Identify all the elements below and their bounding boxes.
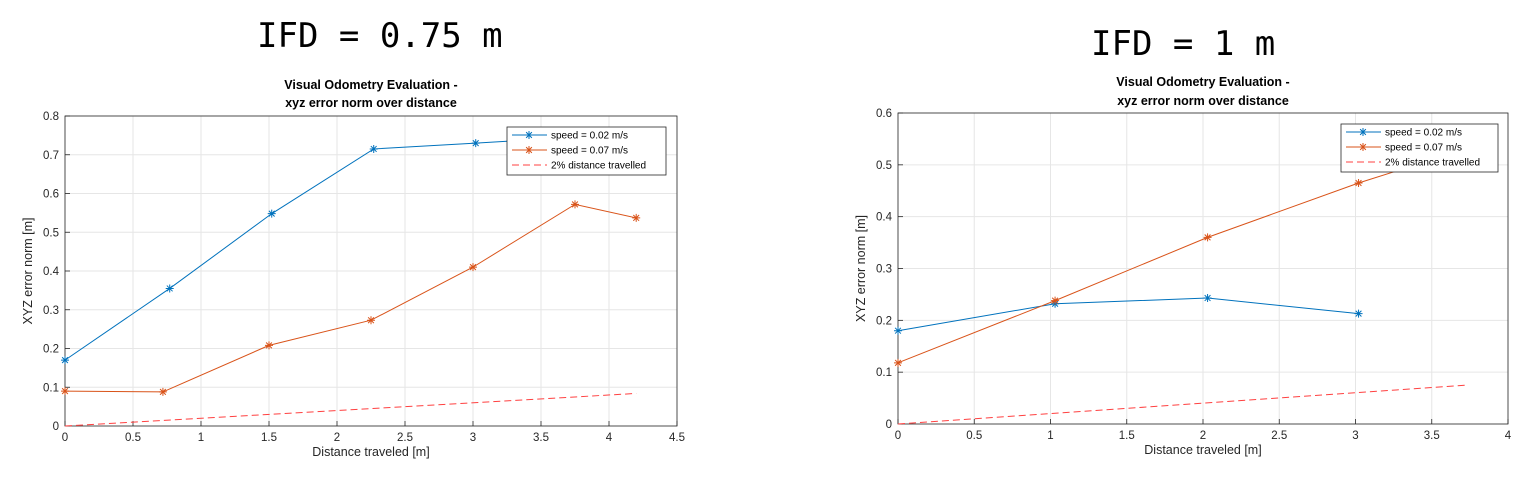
legend: speed = 0.02 m/s speed = 0.07 m/s 2% dista… (506, 126, 667, 176)
y-axis-label: XYZ error norm [m] (21, 218, 35, 325)
y-tick-label: 0.2 (876, 315, 892, 327)
y-tick-label: 0.6 (876, 108, 892, 120)
series-line (64, 392, 637, 427)
legend-marker (1359, 143, 1367, 151)
y-tick-label: 0 (886, 419, 892, 431)
y-tick-label: 0 (53, 421, 59, 433)
y-tick-label: 0.4 (876, 212, 893, 224)
x-tick-label: 4.5 (669, 432, 685, 444)
data-point (1354, 178, 1363, 187)
heading-left: IFD = 0.75 m (257, 16, 503, 56)
series-1 (894, 158, 1429, 367)
y-tick-label: 0.4 (43, 266, 60, 278)
y-tick-label: 0.8 (43, 111, 59, 123)
data-point (158, 387, 167, 396)
y-tick-label: 0.3 (876, 264, 892, 276)
y-tick-label: 0.1 (876, 367, 892, 379)
data-point (1051, 296, 1060, 305)
data-point (265, 341, 273, 350)
data-point (1354, 309, 1363, 318)
x-tick-label: 0.5 (966, 430, 982, 442)
x-tick-label: 1 (1047, 430, 1053, 442)
y-tick-label: 0.1 (43, 382, 59, 394)
legend-marker (525, 146, 533, 154)
y-tick-label: 0.5 (876, 160, 892, 172)
chart-right-svg: 0 0.5 1 1.5 2 2.5 3 3.5 4 0 0.1 0.2 0.3 0.4 0.5 0.6 Dist… (854, 75, 1512, 457)
series-1 (61, 200, 641, 396)
x-axis-label: Distance traveled [m] (312, 445, 429, 459)
x-axis-label: Distance traveled [m] (1144, 443, 1261, 457)
x-tick-label: 2.5 (397, 432, 413, 444)
data-point (632, 213, 641, 222)
chart-title-line: Visual Odometry Evaluation - (284, 78, 457, 92)
legend-marker (525, 131, 533, 139)
x-tick-label: 2.5 (1271, 430, 1287, 442)
y-tick-label: 0.3 (43, 305, 59, 317)
x-tick-label: 0.5 (125, 432, 141, 444)
chart-panel-left: IFD = 0.75 m 0 0.5 1 1.5 2 2.5 3 3.5 4 4.5 0 0.1 0.2… (21, 16, 685, 459)
data-point (61, 356, 69, 365)
x-tick-label: 2 (334, 432, 340, 444)
series-line (64, 139, 528, 361)
x-tick-label: 3 (1352, 430, 1358, 442)
data-point (267, 209, 276, 218)
y-tick-label: 0.7 (43, 150, 59, 162)
data-point (469, 263, 477, 272)
series-line (897, 297, 1359, 332)
x-tick-label: 2 (1200, 430, 1206, 442)
legend: speed = 0.02 m/s speed = 0.07 m/s 2% dista… (1340, 123, 1499, 173)
data-point (894, 358, 902, 367)
x-tick-label: 1.5 (1119, 430, 1135, 442)
chart-title-line: xyz error norm over distance (285, 96, 457, 110)
x-tick-label: 1.5 (261, 432, 277, 444)
x-tick-label: 1 (198, 432, 204, 444)
data-point (894, 326, 902, 335)
legend-label: 2% distance travelled (1385, 158, 1480, 169)
x-tick-label: 3.5 (1424, 430, 1440, 442)
y-axis-label: XYZ error norm [m] (854, 215, 868, 322)
chart-panel-right: IFD = 1 m 0 0.5 1 1.5 2 2.5 3 3.5 4 0 0.1 0.2 0.3 0.4… (767, 0, 1534, 485)
x-tick-label: 3 (470, 432, 476, 444)
x-tick-label: 3.5 (533, 432, 549, 444)
data-point (61, 387, 69, 396)
legend-label: speed = 0.07 m/s (551, 146, 628, 157)
legend-label: 2% distance travelled (551, 161, 646, 172)
data-point (1203, 294, 1212, 303)
legend-label: speed = 0.02 m/s (1385, 128, 1462, 139)
series-line (897, 384, 1467, 425)
series-2 (64, 392, 637, 427)
legend-label: speed = 0.02 m/s (551, 131, 628, 142)
x-tick-label: 4 (606, 432, 613, 444)
x-tick-label: 0 (62, 432, 68, 444)
chart-title-line: Visual Odometry Evaluation - (1116, 75, 1289, 89)
x-tick-label: 4 (1505, 430, 1512, 442)
y-tick-label: 0.2 (43, 344, 59, 356)
legend-label: speed = 0.07 m/s (1385, 143, 1462, 154)
series-2 (897, 384, 1467, 425)
chart-title-line: xyz error norm over distance (1117, 94, 1289, 108)
data-point (367, 316, 375, 325)
y-tick-label: 0.5 (43, 227, 59, 239)
data-point (471, 139, 480, 148)
data-point (1203, 233, 1212, 242)
legend-box (1340, 123, 1499, 173)
x-tick-label: 0 (895, 430, 901, 442)
y-tick-label: 0.6 (43, 189, 59, 201)
data-point (369, 144, 378, 153)
legend-marker (1359, 128, 1367, 136)
data-point (571, 200, 579, 209)
data-point (165, 284, 174, 293)
heading-right: IFD = 1 m (1091, 24, 1276, 64)
chart-left-svg: 0 0.5 1 1.5 2 2.5 3 3.5 4 4.5 0 0.1 0.2 0.3 0.4 0.5 0.6 0… (21, 78, 685, 459)
